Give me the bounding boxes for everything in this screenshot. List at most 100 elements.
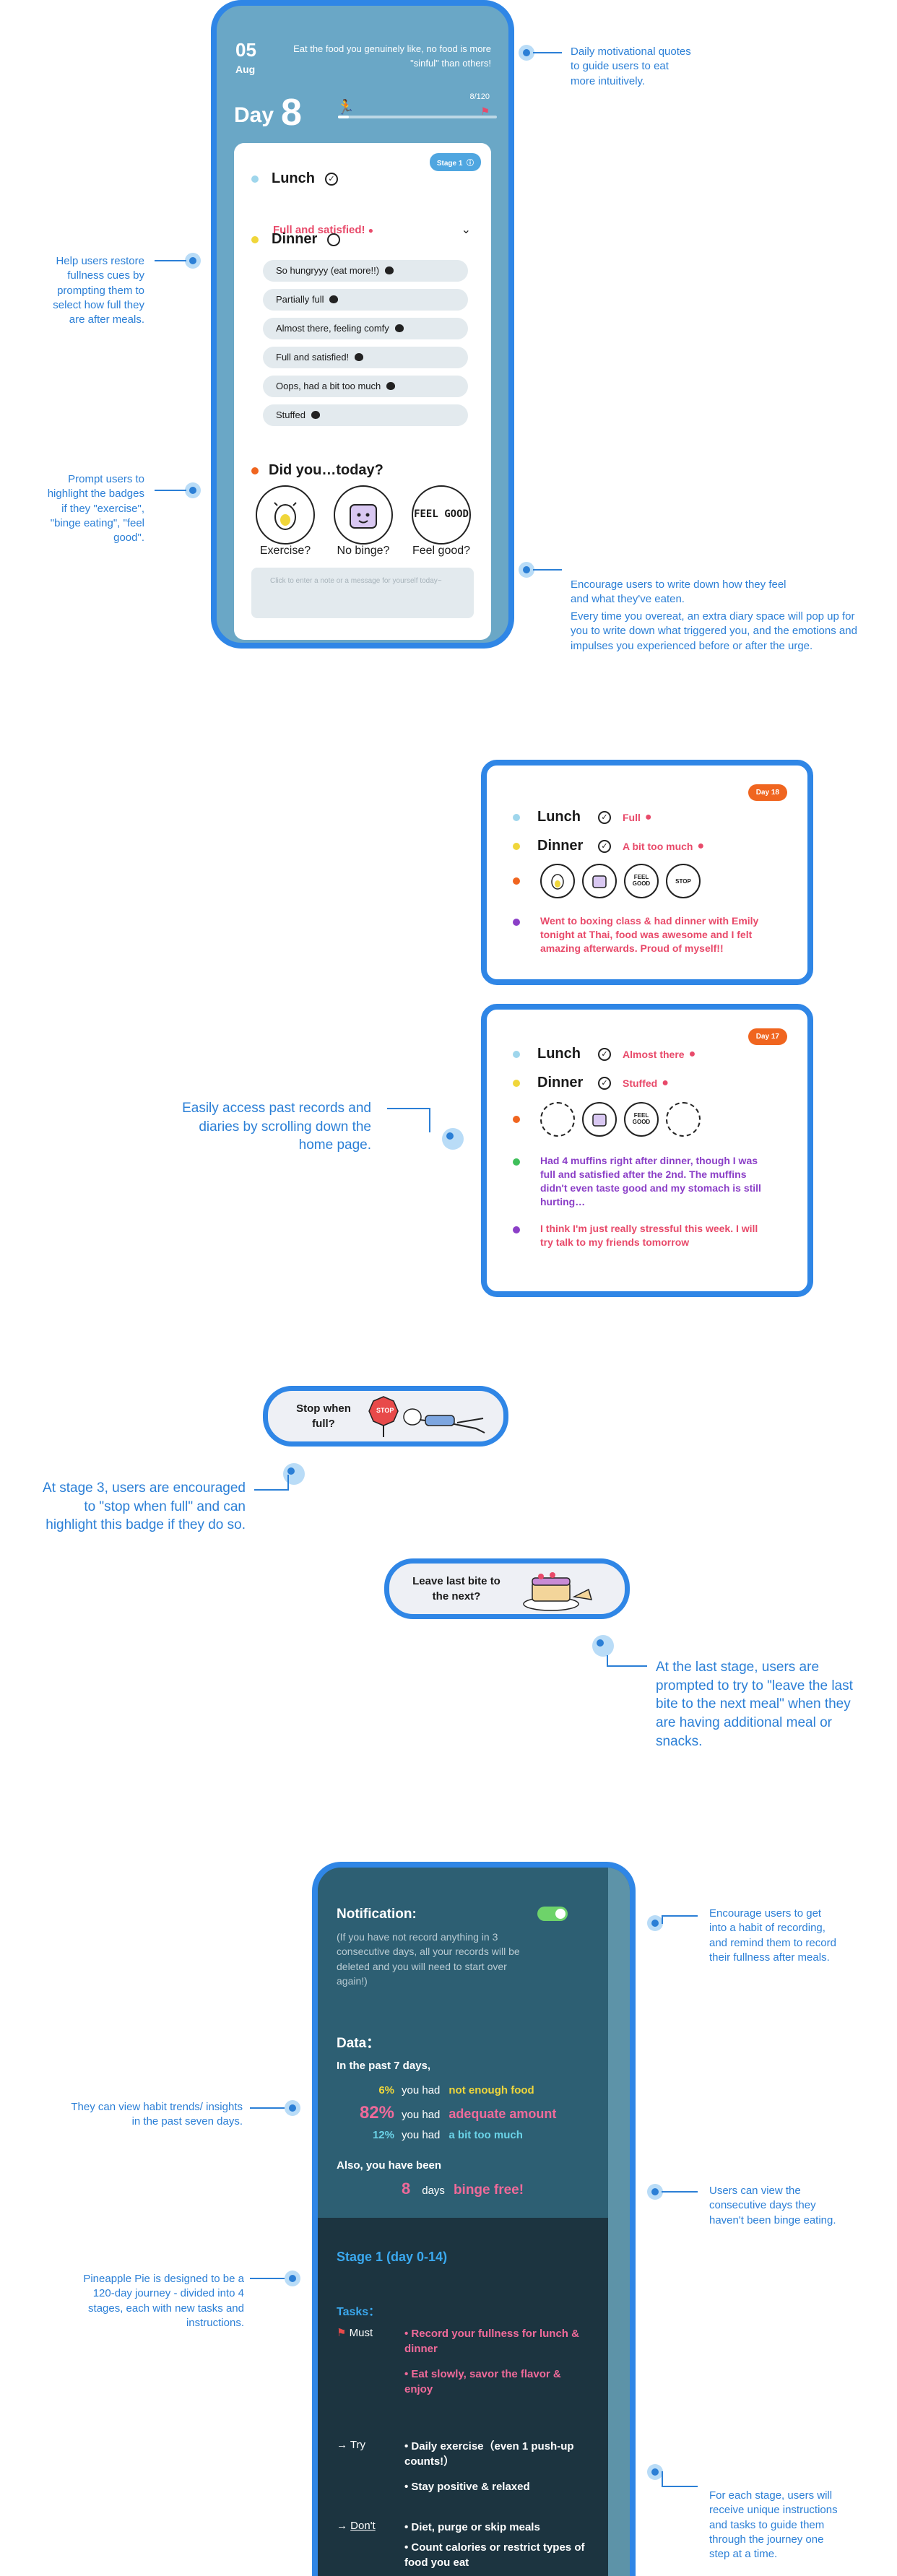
pink-blob-icon: ●	[644, 810, 652, 823]
annotation-line	[254, 1489, 287, 1491]
diary-entry: Went to boxing class & had dinner with E…	[540, 915, 759, 954]
feel-good-badge[interactable]: FEEL GOOD Feel good?	[407, 485, 475, 558]
stat-highlight: adequate amount	[448, 2107, 557, 2121]
no-binge-badge-icon	[582, 1102, 617, 1137]
annotation-journey: Pineapple Pie is designed to be a 120-da…	[83, 2273, 244, 2329]
badge-row: FEEL GOOD STOP	[513, 864, 708, 898]
must-label: ⚑ Must	[337, 2326, 373, 2339]
pink-blob-icon: ●	[697, 839, 705, 852]
orange-bullet-icon	[513, 1116, 520, 1123]
fullness-option-2[interactable]: Partially full	[263, 289, 468, 311]
lunch-row[interactable]: Lunch ✓	[251, 170, 338, 187]
exercise-badge-empty-icon	[540, 1102, 575, 1137]
daily-quote: Eat the food you genuinely like, no food…	[293, 43, 491, 69]
stop-when-full-badge[interactable]: Stop when full? STOP	[263, 1386, 508, 1447]
did-title-text: Did you…today?	[269, 462, 384, 478]
option-label: So hungryyy (eat more!!)	[276, 265, 380, 276]
note-placeholder: Click to enter a note or a message for y…	[270, 577, 442, 585]
leave-last-bite-badge[interactable]: Leave last bite to the next?	[384, 1558, 630, 1619]
stop-art-text: STOP	[675, 877, 691, 885]
daily-note-input[interactable]: Click to enter a note or a message for y…	[251, 568, 474, 618]
tasks-label: Tasks：	[337, 2306, 381, 2318]
exercise-badge[interactable]: Exercise?	[251, 485, 319, 558]
badge-row: FEEL GOOD	[513, 1102, 708, 1137]
fullness-option-5[interactable]: Oops, had a bit too much	[263, 376, 468, 397]
annotation-quote: Daily motivational quotes to guide users…	[571, 45, 691, 87]
annotation-dot	[285, 2100, 300, 2116]
annotation-dot	[442, 1128, 464, 1150]
stat-highlight: not enough food	[448, 2084, 534, 2096]
stat-pct: 6%	[378, 2084, 394, 2096]
blob-icon	[386, 382, 396, 390]
badge-label: No binge?	[337, 545, 390, 557]
diary-row	[513, 1226, 520, 1233]
no-binge-badge[interactable]: No binge?	[329, 485, 397, 558]
annotation-dot	[592, 1635, 614, 1657]
stage-pill-button[interactable]: Stage 1 ⓘ	[429, 153, 481, 171]
stat-mid: you had	[402, 2109, 441, 2121]
fullness-option-4[interactable]: Full and satisfied!	[263, 347, 468, 368]
annotation-notif: Encourage users to get into a habit of r…	[709, 1907, 836, 1964]
day-label: Day	[234, 103, 274, 127]
pink-blob-icon: ●	[662, 1076, 669, 1089]
dont-item-2: • Count calories or restrict types of fo…	[404, 2541, 585, 2569]
orange-bullet-icon	[251, 467, 259, 474]
annotation-line	[533, 52, 562, 53]
blob-icon	[394, 324, 404, 332]
annotation-line	[662, 2486, 698, 2487]
badge-label: Feel good?	[412, 545, 471, 557]
annotation-line	[155, 260, 186, 261]
feel-good-badge-icon: FEEL GOOD	[412, 485, 471, 545]
stat-pct: 82%	[359, 2103, 394, 2122]
annotation-dot	[519, 45, 534, 61]
annotation-line	[662, 2471, 663, 2487]
must-item-1: • Record your fullness for lunch & dinne…	[404, 2328, 579, 2355]
annotation-dot	[283, 1463, 305, 1485]
last-bite-label: Leave last bite to the next?	[412, 1575, 500, 1603]
red-flag-icon: ⚑	[337, 2327, 347, 2339]
lunch-row: Lunch ✓ Full ●	[513, 809, 652, 825]
dinner-row[interactable]: Dinner	[251, 231, 341, 248]
annotation-line	[662, 1915, 663, 1924]
history-card-day18[interactable]: Day 18 Lunch ✓ Full ● Dinner ✓ A bit too …	[481, 760, 813, 985]
journey-progress-bar	[338, 116, 497, 118]
lunch-value: Full	[623, 811, 641, 823]
stat-not-enough: 6% you had not enough food	[347, 2084, 534, 2096]
lunch-label: Lunch	[272, 170, 315, 186]
purple-bullet-icon	[513, 1226, 520, 1233]
lunch-fullness-value[interactable]: Full and satisfied! ●	[273, 224, 373, 236]
annotation-diary1: Encourage users to write down how they f…	[571, 578, 786, 606]
scrollbar[interactable]	[608, 1868, 630, 2576]
pink-blob-icon: ●	[368, 225, 373, 235]
dinner-value: A bit too much	[623, 840, 693, 852]
dinner-label: Dinner	[537, 1075, 584, 1090]
empty-circle-icon	[327, 233, 341, 246]
annotation-dot	[647, 2184, 663, 2200]
chevron-down-icon[interactable]: ⌄	[461, 224, 471, 236]
check-icon: ✓	[598, 1076, 611, 1090]
notification-toggle[interactable]	[537, 1907, 568, 1921]
check-icon: ✓	[598, 1047, 611, 1061]
stat-adequate: 82% you had adequate amount	[347, 2103, 556, 2123]
progress-fill	[338, 116, 349, 118]
annotation-line	[662, 2191, 698, 2193]
date-display: 05 Aug	[235, 40, 256, 75]
stop-sign-text: STOP	[376, 1407, 394, 1414]
feel-good-art-text: FEEL GOOD	[414, 508, 469, 521]
fullness-option-6[interactable]: Stuffed	[263, 404, 468, 426]
option-label: Almost there, feeling comfy	[276, 323, 389, 334]
dinner-bullet-icon	[513, 1079, 520, 1087]
annotation-dot	[285, 2271, 300, 2286]
days-word: days	[422, 2185, 445, 2197]
annotation-line	[155, 490, 186, 491]
notification-title: Notification:	[337, 1907, 417, 1922]
fullness-option-3[interactable]: Almost there, feeling comfy	[263, 318, 468, 339]
history-card-day17[interactable]: Day 17 Lunch ✓ Almost there ● Dinner ✓ St…	[481, 1004, 813, 1297]
date-day: 05	[235, 39, 256, 61]
day-number: 8	[281, 92, 302, 134]
annotation-stages: For each stage, users will receive uniqu…	[709, 2489, 838, 2560]
fullness-option-1[interactable]: So hungryyy (eat more!!)	[263, 260, 468, 282]
lunch-label: Lunch	[537, 1046, 581, 1062]
binge-free-stat: 8 days binge free!	[402, 2180, 524, 2198]
exercise-badge-icon	[540, 864, 575, 898]
